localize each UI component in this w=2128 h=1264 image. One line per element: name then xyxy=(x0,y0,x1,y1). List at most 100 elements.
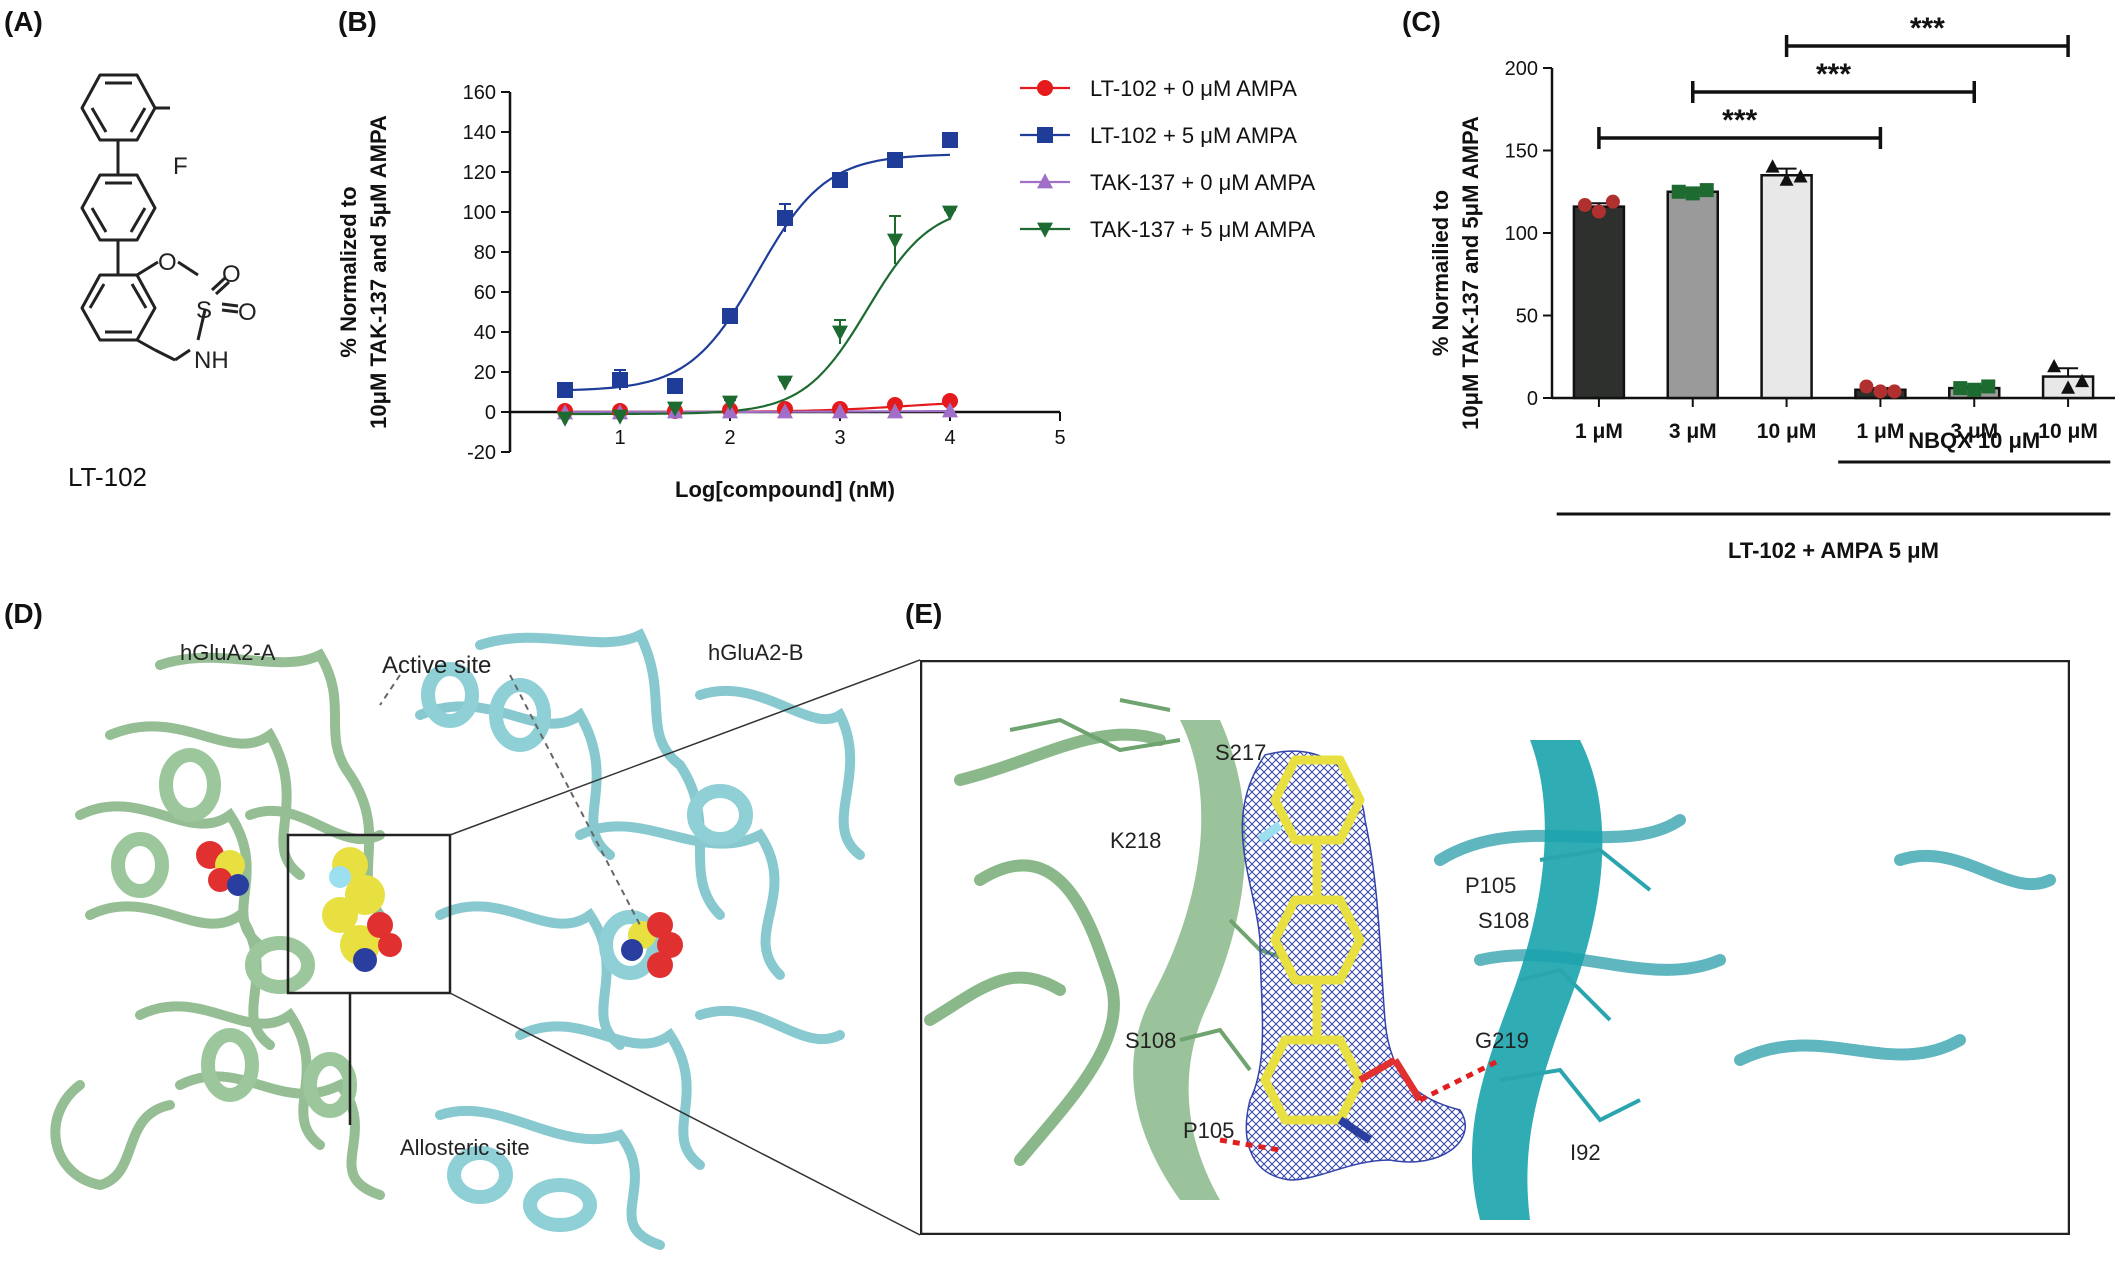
data-point xyxy=(832,172,848,188)
y-tick-label: 140 xyxy=(463,122,496,144)
residue-label-p105-b: P105 xyxy=(1465,873,1516,898)
data-point xyxy=(777,210,793,226)
fluoro-label: F xyxy=(173,153,188,180)
data-point xyxy=(667,378,683,394)
y-tick-label: 150 xyxy=(1505,141,1538,163)
subunit-b-ribbon xyxy=(415,628,865,1250)
dose-response-chart: -20 0 20 40 60 80 100 120 140 160 1 2 3 4 5 Log[compoun… xyxy=(336,76,1316,502)
x-tick-label: 2 xyxy=(724,427,735,449)
bar xyxy=(1666,190,1719,400)
data-point xyxy=(612,372,628,388)
data-point xyxy=(722,308,738,324)
ligand-spheres-b xyxy=(621,912,683,978)
x-tick-label: 1 μM xyxy=(1575,420,1623,443)
subunit-b-label: hGluA2-B xyxy=(708,640,803,665)
normalized-bar-chart: 0 50 100 150 200 1 μM 3 μM 10 μM 1 μM 3 μM 10 μM % … xyxy=(1428,12,2115,563)
panel-label-e: (E) xyxy=(905,598,943,629)
panel-label-b: (B) xyxy=(338,6,377,37)
replicate-point xyxy=(1779,172,1794,186)
legend-marker xyxy=(1037,80,1053,96)
protein-dimer-illustration: hGluA2-A hGluA2-B Active site Allosteric… xyxy=(50,628,920,1250)
residue-label-s217: S217 xyxy=(1215,740,1266,765)
y-tick-label: 100 xyxy=(1505,223,1538,245)
data-point xyxy=(722,395,738,411)
significance-label: *** xyxy=(1910,12,1945,45)
y-tick-label: 0 xyxy=(1527,388,1538,410)
data-point xyxy=(887,403,903,419)
subunit-a-label: hGluA2-A xyxy=(180,640,276,665)
data-point xyxy=(942,132,958,148)
legend-marker xyxy=(1037,222,1053,238)
x-axis-title: Log[compound] (nM) xyxy=(675,477,895,502)
replicate-point xyxy=(1967,382,1982,397)
replicate-point xyxy=(1873,384,1888,399)
replicate-point xyxy=(1887,384,1902,399)
residue-label-i92: I92 xyxy=(1570,1140,1601,1165)
y-tick-label: 0 xyxy=(485,402,496,424)
x-tick-label: 10 μM xyxy=(2038,420,2098,443)
replicate-point xyxy=(1981,379,1996,394)
x-tick-label: 1 μM xyxy=(1856,420,1904,443)
data-point xyxy=(612,409,628,425)
x-tick-label: 3 μM xyxy=(1950,420,1998,443)
bar xyxy=(1760,174,1813,400)
legend-label: LT-102 + 0 μM AMPA xyxy=(1090,76,1297,101)
data-point xyxy=(832,325,848,341)
binding-pocket-detail: S217 K218 P105 S108 S108 G219 P105 I92 xyxy=(920,660,2070,1235)
legend-marker xyxy=(1037,127,1053,143)
x-tick-label: 4 xyxy=(944,427,955,449)
bar xyxy=(1572,205,1626,400)
replicate-point xyxy=(2061,380,2076,394)
significance-label: *** xyxy=(1722,104,1757,137)
y-tick-label: -20 xyxy=(467,442,496,464)
fit-curve xyxy=(565,217,951,416)
y-tick-label: 160 xyxy=(463,82,496,104)
data-point xyxy=(942,205,958,221)
panel-label-a: (A) xyxy=(4,6,43,37)
oxo-label-1: O xyxy=(222,261,241,288)
x-tick-label: 3 μM xyxy=(1669,420,1717,443)
active-site-label: Active site xyxy=(382,652,491,679)
data-point xyxy=(777,403,793,419)
x-tick-label: 10 μM xyxy=(1757,420,1817,443)
replicate-point xyxy=(1685,186,1700,201)
allosteric-site-box xyxy=(286,833,452,995)
allosteric-site-label: Allosteric site xyxy=(400,1135,530,1160)
y-axis-title: % Normalized to xyxy=(336,186,361,357)
residue-label-s108-a: S108 xyxy=(1125,1028,1176,1053)
y-tick-label: 120 xyxy=(463,162,496,184)
replicate-point xyxy=(1793,169,1808,183)
x-tick-label: 3 xyxy=(834,427,845,449)
ligand-spheres-allosteric xyxy=(322,847,402,972)
data-point xyxy=(887,152,903,168)
replicate-point xyxy=(1859,379,1874,394)
replicate-point xyxy=(1591,204,1606,219)
data-point xyxy=(667,401,683,417)
y-tick-label: 60 xyxy=(474,282,496,304)
legend-label: TAK-137 + 0 μM AMPA xyxy=(1090,170,1316,195)
ligand-spheres-a xyxy=(196,841,249,896)
replicate-point xyxy=(1699,183,1714,198)
residue-label-p105-a: P105 xyxy=(1183,1118,1234,1143)
significance-label: *** xyxy=(1816,58,1851,91)
legend-marker xyxy=(1037,173,1053,189)
fit-curve xyxy=(564,153,951,392)
oxo-label-2: O xyxy=(238,299,257,326)
y-tick-label: 20 xyxy=(474,362,496,384)
subunit-a-ribbon xyxy=(50,648,385,1200)
x-tick-label: 5 xyxy=(1054,427,1065,449)
replicate-point xyxy=(2047,358,2062,373)
residue-label-s108-b: S108 xyxy=(1478,908,1529,933)
panel-label-c: (C) xyxy=(1402,6,1441,37)
y-tick-label: 50 xyxy=(1516,306,1538,328)
replicate-point xyxy=(1671,184,1686,199)
data-point xyxy=(557,411,573,427)
data-point xyxy=(887,233,903,249)
y-tick-label: 100 xyxy=(463,202,496,224)
replicate-point xyxy=(1605,194,1620,209)
lt102-structure: F O S O O NH xyxy=(80,73,257,374)
compound-name: LT-102 xyxy=(68,462,148,492)
sulfur-label: S xyxy=(196,297,212,324)
group-label: NBQX 10 μM xyxy=(1908,428,2040,453)
data-point xyxy=(777,375,793,391)
